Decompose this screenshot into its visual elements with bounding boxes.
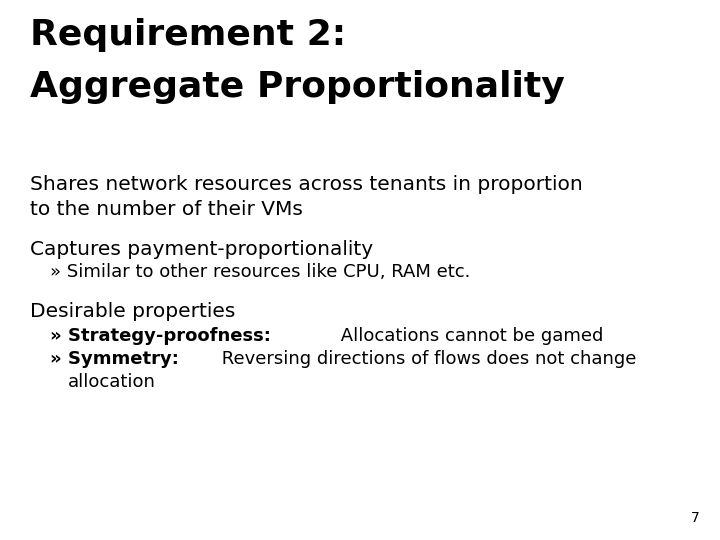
Text: Aggregate Proportionality: Aggregate Proportionality (30, 70, 564, 104)
Text: Reversing directions of flows does not change: Reversing directions of flows does not c… (216, 350, 636, 368)
Text: » Symmetry:: » Symmetry: (50, 350, 179, 368)
Text: Allocations cannot be gamed: Allocations cannot be gamed (335, 327, 603, 345)
Text: Captures payment-proportionality: Captures payment-proportionality (30, 240, 373, 259)
Text: Requirement 2:: Requirement 2: (30, 18, 346, 52)
Text: to the number of their VMs: to the number of their VMs (30, 200, 303, 219)
Text: » Strategy-proofness:: » Strategy-proofness: (50, 327, 271, 345)
Text: Desirable properties: Desirable properties (30, 302, 235, 321)
Text: 7: 7 (691, 511, 700, 525)
Text: Shares network resources across tenants in proportion: Shares network resources across tenants … (30, 175, 582, 194)
Text: allocation: allocation (68, 373, 156, 391)
Text: » Similar to other resources like CPU, RAM etc.: » Similar to other resources like CPU, R… (50, 263, 470, 281)
